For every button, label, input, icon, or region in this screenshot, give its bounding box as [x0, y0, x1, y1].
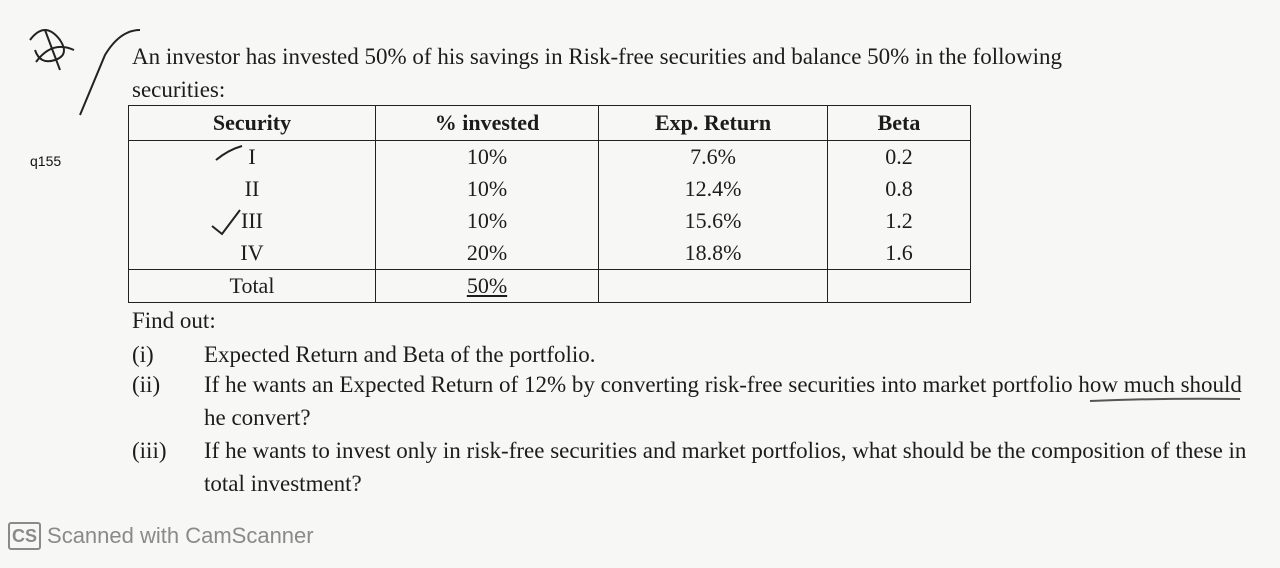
cell-invested: 10%	[375, 140, 599, 173]
table-row: IV 20% 18.8% 1.6	[128, 237, 971, 270]
cell-exp-return: 7.6%	[598, 140, 828, 173]
cell-exp-return: 15.6%	[598, 205, 828, 237]
underline-mark	[1089, 397, 1241, 402]
table-header-row: Security % invested Exp. Return Beta	[128, 105, 971, 141]
camscanner-logo: CS	[8, 522, 42, 550]
question-label: q155	[30, 153, 62, 169]
header-beta: Beta	[827, 105, 971, 141]
cell-total-beta	[827, 269, 971, 303]
cell-beta: 1.6	[827, 237, 971, 270]
cell-beta: 1.2	[827, 205, 971, 237]
intro-line-2: securities:	[132, 77, 226, 102]
table-row: I 10% 7.6% 0.2	[128, 140, 971, 173]
cell-beta: 0.8	[827, 173, 971, 205]
question-number: (ii)	[132, 372, 161, 397]
cell-beta: 0.2	[827, 140, 971, 173]
cell-total-exp-return	[598, 269, 828, 303]
cell-security: IV	[128, 237, 376, 270]
question-number: (iii)	[132, 438, 167, 463]
intro-text: An investor has invested 50% of his savi…	[132, 40, 1262, 106]
cell-total-label: Total	[128, 269, 376, 303]
cell-invested: 10%	[375, 173, 599, 205]
cell-exp-return: 12.4%	[598, 173, 828, 205]
scribble-mark	[29, 29, 75, 71]
header-exp-return: Exp. Return	[598, 105, 828, 141]
cell-total-invested: 50%	[375, 269, 599, 303]
intro-line-1: An investor has invested 50% of his savi…	[132, 44, 1063, 69]
header-security: Security	[128, 105, 376, 141]
table-total-row: Total 50%	[128, 269, 971, 303]
slash-mark	[79, 29, 141, 116]
cell-security: I	[128, 140, 376, 173]
question-text: Expected Return and Beta of the portfoli…	[204, 342, 596, 367]
cell-security: II	[128, 173, 376, 205]
table-row: II 10% 12.4% 0.8	[128, 173, 971, 205]
cell-exp-return: 18.8%	[598, 237, 828, 270]
find-out-heading: Find out:	[132, 308, 216, 333]
cell-security: III	[128, 205, 376, 237]
securities-table: Security % invested Exp. Return Beta I 1…	[128, 105, 971, 303]
cell-invested: 20%	[375, 237, 599, 270]
question-text: If he wants to invest only in risk-free …	[204, 438, 1247, 496]
cell-invested: 10%	[375, 205, 599, 237]
camscanner-watermark: CS Scanned with CamScanner	[8, 522, 314, 550]
question-text: If he wants an Expected Return of 12% by…	[204, 372, 1242, 430]
table-row: III 10% 15.6% 1.2	[128, 205, 971, 237]
header-invested: % invested	[375, 105, 599, 141]
question-number: (i)	[132, 342, 154, 367]
watermark-text: Scanned with CamScanner	[47, 523, 314, 548]
